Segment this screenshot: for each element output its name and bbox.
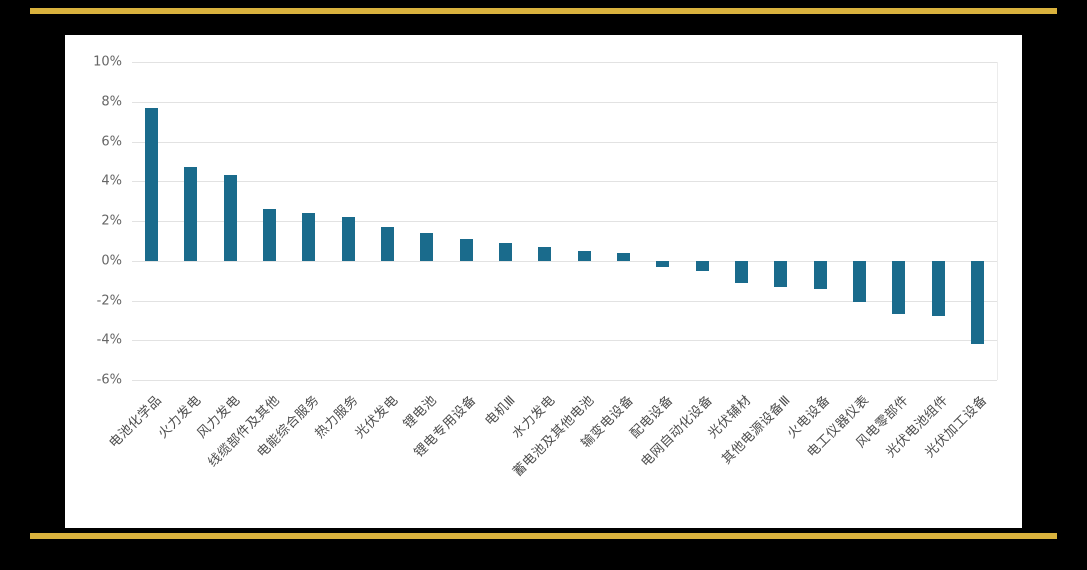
y-tick-label: 2%	[101, 213, 122, 229]
x-axis-labels: 电池化学品 火力发电 风力发电 线缆部件及其他 电能综合服务 热力服务 光伏发电 锂电池 锂电专…	[107, 390, 997, 525]
bar	[577, 250, 591, 261]
bar	[774, 260, 788, 287]
bar	[616, 252, 630, 261]
y-tick-label: 4%	[101, 173, 122, 189]
gridline	[132, 380, 997, 381]
bar	[184, 167, 198, 261]
bar	[263, 209, 277, 261]
gridline	[132, 101, 997, 103]
bar	[499, 242, 513, 261]
y-tick-label: 0%	[101, 253, 122, 269]
bar	[420, 232, 434, 261]
bar	[538, 246, 552, 261]
gridline	[132, 221, 997, 222]
plot-area: 10% 8% 6% 4% 2% 0% -2% -4% -6%	[93, 55, 998, 388]
gridline	[132, 340, 997, 342]
bar	[145, 107, 159, 261]
bar	[931, 260, 945, 317]
y-tick-label: -4%	[96, 332, 122, 348]
bar	[459, 238, 473, 261]
y-tick-label: -6%	[96, 372, 122, 388]
chart-panel: 10% 8% 6% 4% 2% 0% -2% -4% -6% 电池化学品 火力发电 风力发电 线缆部件…	[65, 35, 1022, 528]
x-axis-label: 热力服务	[312, 392, 362, 442]
x-axis-label: 光伏发电	[352, 392, 401, 442]
bar	[341, 217, 355, 261]
y-tick-label: 8%	[101, 94, 122, 110]
top-accent-bar	[30, 8, 1057, 14]
x-axis-label: 电池化学品	[106, 392, 166, 452]
bar	[381, 226, 395, 261]
bar	[852, 260, 866, 303]
bar	[223, 175, 237, 261]
y-tick-label: -2%	[96, 293, 122, 308]
y-tick-label: 10%	[93, 54, 122, 70]
bottom-accent-bar	[30, 533, 1057, 539]
gridline	[132, 181, 997, 183]
gridline	[132, 260, 997, 262]
bar	[695, 260, 709, 271]
bar	[734, 260, 748, 283]
bar	[970, 260, 984, 345]
bar	[813, 260, 827, 289]
bar	[302, 213, 316, 261]
bar	[656, 260, 670, 267]
gridline	[132, 300, 997, 302]
bar	[892, 260, 906, 315]
gridline	[132, 62, 997, 63]
gridline	[132, 141, 997, 143]
y-tick-label: 6%	[101, 134, 122, 149]
